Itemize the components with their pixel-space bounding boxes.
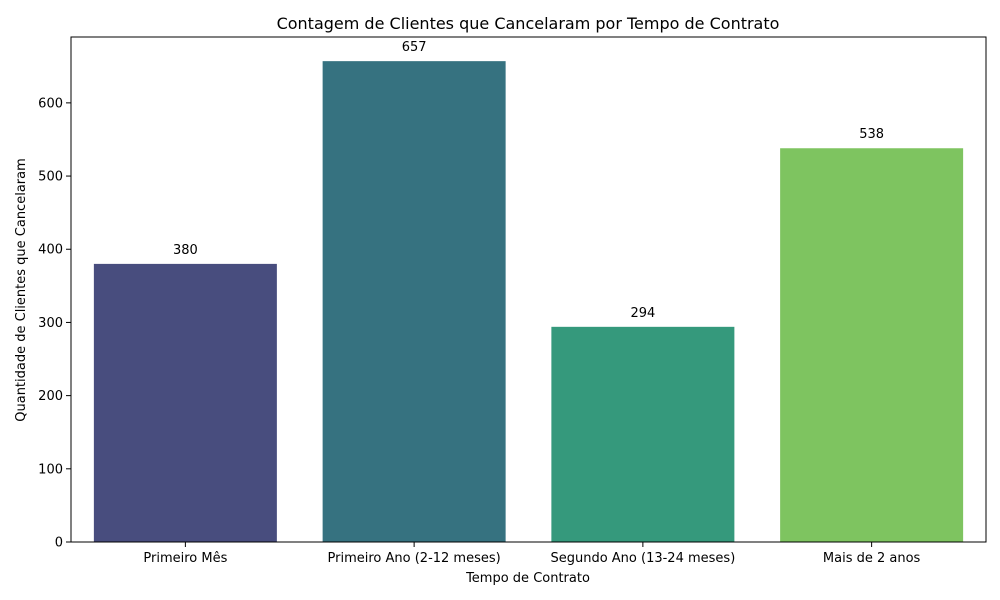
bar-value-label: 380 bbox=[173, 243, 198, 258]
bar bbox=[780, 148, 964, 542]
bar bbox=[93, 263, 277, 542]
bar bbox=[551, 326, 735, 542]
y-axis-label: Quantidade de Clientes que Cancelaram bbox=[14, 158, 29, 422]
plot-frame bbox=[70, 36, 987, 543]
chart-title: Contagem de Clientes que Cancelaram por … bbox=[277, 14, 780, 33]
y-axis: 0 100 200 300 400 500 600 bbox=[38, 96, 71, 551]
y-tick-label: 200 bbox=[38, 389, 63, 404]
x-axis: Primeiro Mês Primeiro Ano (2-12 meses) Seg… bbox=[143, 542, 921, 566]
bars-layer bbox=[93, 61, 964, 543]
x-tick-label: Segundo Ano (13-24 meses) bbox=[550, 551, 735, 566]
y-tick-label: 600 bbox=[38, 96, 63, 111]
y-tick-label: 0 bbox=[55, 536, 63, 551]
y-tick-label: 100 bbox=[38, 462, 63, 477]
x-tick-label: Mais de 2 anos bbox=[823, 551, 921, 566]
bar-value-label: 657 bbox=[402, 40, 427, 55]
x-axis-label: Tempo de Contrato bbox=[465, 571, 590, 586]
y-tick-label: 400 bbox=[38, 243, 63, 258]
bar-value-label: 294 bbox=[630, 306, 655, 321]
y-tick-label: 300 bbox=[38, 316, 63, 331]
y-tick-label: 500 bbox=[38, 170, 63, 185]
bar-value-label: 538 bbox=[859, 127, 884, 142]
x-tick-label: Primeiro Ano (2-12 meses) bbox=[328, 551, 501, 566]
bar bbox=[322, 61, 506, 543]
data-labels-layer: 380 657 294 538 bbox=[173, 40, 884, 321]
x-tick-label: Primeiro Mês bbox=[143, 551, 227, 566]
